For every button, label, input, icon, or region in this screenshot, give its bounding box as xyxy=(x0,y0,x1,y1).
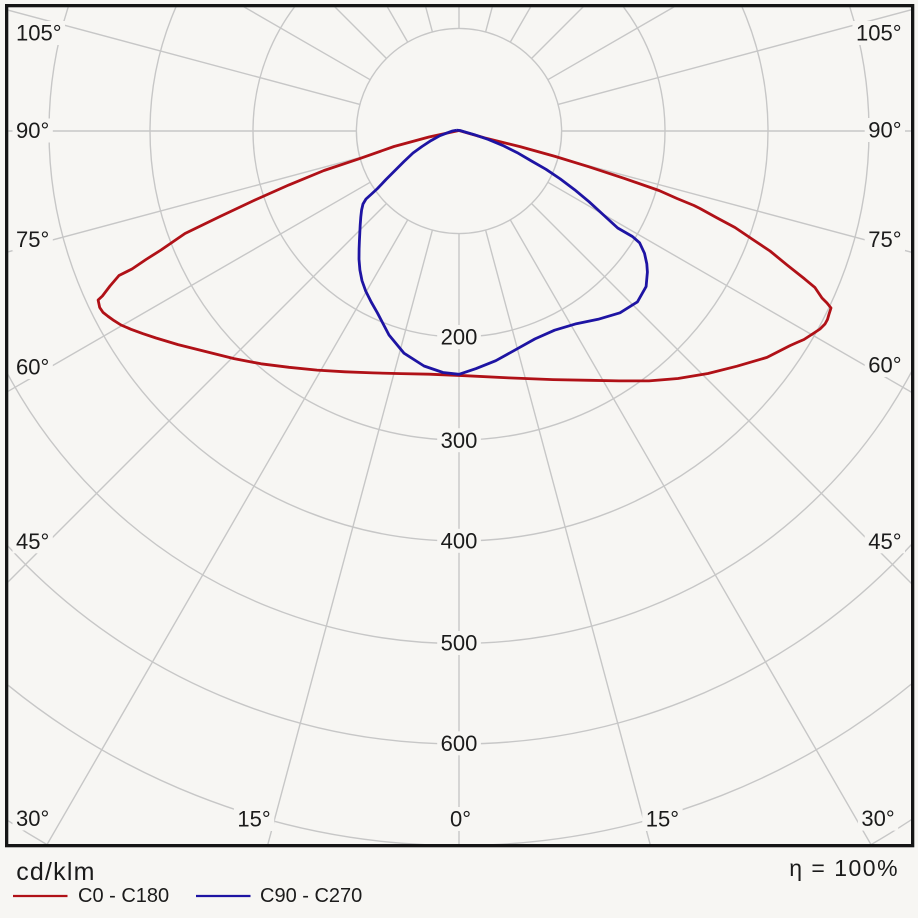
svg-text:60°: 60° xyxy=(16,355,49,380)
svg-text:15°: 15° xyxy=(646,807,679,832)
svg-text:105°: 105° xyxy=(856,21,902,46)
svg-text:75°: 75° xyxy=(16,227,49,252)
svg-text:75°: 75° xyxy=(868,227,901,252)
svg-text:45°: 45° xyxy=(16,529,49,554)
svg-text:η = 100%: η = 100% xyxy=(789,855,899,881)
svg-text:600: 600 xyxy=(441,731,478,756)
svg-text:15°: 15° xyxy=(237,807,270,832)
svg-text:200: 200 xyxy=(441,325,478,350)
svg-text:400: 400 xyxy=(441,528,478,553)
svg-text:90°: 90° xyxy=(16,118,49,143)
svg-text:60°: 60° xyxy=(868,353,901,378)
svg-text:C90 - C270: C90 - C270 xyxy=(260,885,362,907)
svg-text:45°: 45° xyxy=(868,529,901,554)
svg-text:500: 500 xyxy=(441,631,478,656)
svg-text:C0 - C180: C0 - C180 xyxy=(78,885,169,907)
svg-text:300: 300 xyxy=(441,428,478,453)
svg-text:cd/klm: cd/klm xyxy=(16,858,95,886)
svg-text:90°: 90° xyxy=(868,118,901,143)
svg-text:105°: 105° xyxy=(16,21,62,46)
svg-text:30°: 30° xyxy=(16,806,49,831)
svg-text:0°: 0° xyxy=(450,807,471,832)
svg-text:30°: 30° xyxy=(861,806,894,831)
